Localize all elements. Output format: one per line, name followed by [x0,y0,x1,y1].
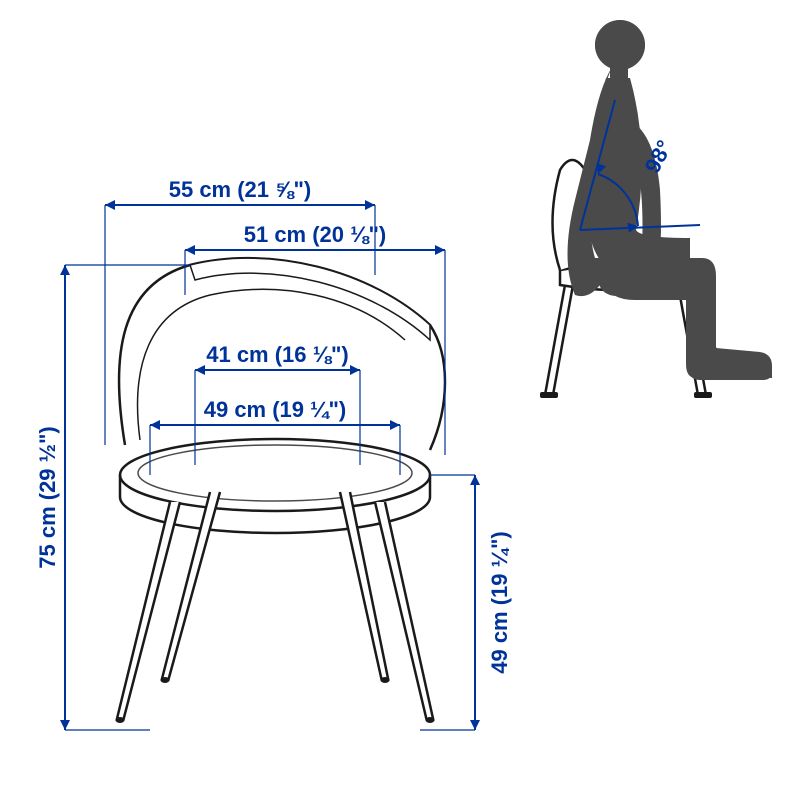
dim-overall-width: 55 cm (21 ⅝") [169,177,312,202]
dim-seat-height: 49 cm (19 ¼") [487,531,512,674]
dimension-diagram: 55 cm (21 ⅝") 51 cm (20 ⅛") 41 cm (16 ⅛") 4… [0,0,790,790]
dim-overall-height: 75 cm (29 ½") [35,426,60,569]
side-figure [540,20,772,398]
dim-seat-depth: 51 cm (20 ⅛") [244,222,387,247]
main-chair [115,258,445,723]
dim-seat-width: 49 cm (19 ¼") [204,397,347,422]
dim-seat-width-inner: 41 cm (16 ⅛") [206,342,349,367]
